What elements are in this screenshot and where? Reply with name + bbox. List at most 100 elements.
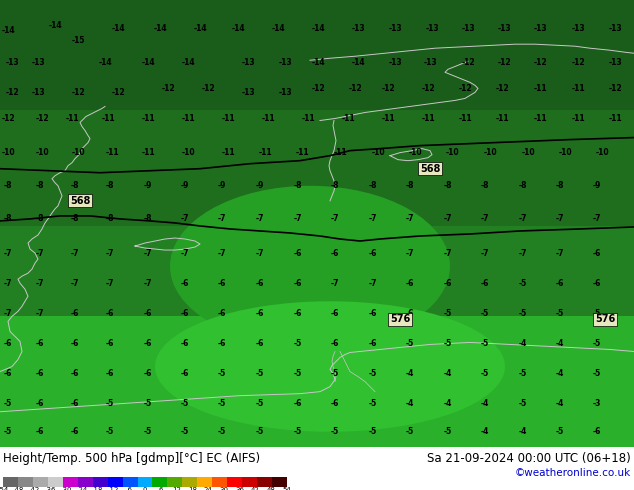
Text: -12: -12: [5, 88, 19, 97]
Text: -5: -5: [519, 309, 527, 318]
Text: -11: -11: [101, 114, 115, 123]
Text: -13: -13: [608, 58, 622, 67]
Text: -14: -14: [311, 24, 325, 33]
Text: -7: -7: [217, 215, 226, 223]
Text: -5: -5: [181, 399, 189, 408]
Text: -4: -4: [481, 427, 489, 436]
Text: -5: -5: [256, 369, 264, 378]
Text: -5: -5: [519, 369, 527, 378]
Text: -7: -7: [406, 215, 414, 223]
Text: -8: -8: [106, 215, 114, 223]
Text: -10: -10: [558, 148, 572, 157]
Bar: [18, 477, 33, 487]
Text: -54: -54: [0, 488, 9, 490]
Text: -12: -12: [495, 84, 509, 93]
Text: -8: -8: [144, 215, 152, 223]
Text: -8: -8: [4, 215, 12, 223]
Text: -7: -7: [36, 279, 44, 288]
Text: -5: -5: [444, 427, 452, 436]
Text: -11: -11: [105, 148, 119, 157]
Text: -13: -13: [388, 24, 402, 33]
Text: -3: -3: [593, 399, 601, 408]
Text: -7: -7: [294, 215, 302, 223]
Text: -7: -7: [519, 248, 527, 258]
Text: -7: -7: [106, 248, 114, 258]
Text: -7: -7: [217, 248, 226, 258]
Text: -13: -13: [31, 58, 45, 67]
Text: -11: -11: [141, 114, 155, 123]
Text: -13: -13: [461, 24, 475, 33]
Text: -5: -5: [519, 399, 527, 408]
Text: -4: -4: [444, 399, 452, 408]
Text: -6: -6: [331, 248, 339, 258]
Text: -6: -6: [444, 279, 452, 288]
Text: -6: -6: [218, 279, 226, 288]
Text: -6: -6: [331, 309, 339, 318]
Text: -4: -4: [519, 427, 527, 436]
Text: -5: -5: [4, 399, 12, 408]
Text: -12: -12: [108, 488, 119, 490]
Text: -13: -13: [608, 24, 622, 33]
Text: -11: -11: [221, 114, 235, 123]
Text: -14: -14: [1, 25, 15, 35]
Text: -8: -8: [36, 181, 44, 190]
Text: -8: -8: [36, 215, 44, 223]
Text: -8: -8: [4, 181, 12, 190]
Bar: [227, 477, 242, 487]
Text: -13: -13: [533, 24, 547, 33]
Text: -14: -14: [153, 24, 167, 33]
Text: -30: -30: [60, 488, 72, 490]
Text: -14: -14: [351, 58, 365, 67]
Bar: [0, 317, 634, 447]
Text: -12: -12: [71, 88, 85, 97]
Text: -10: -10: [36, 148, 49, 157]
Text: -6: -6: [71, 427, 79, 436]
Text: -10: -10: [408, 148, 422, 157]
Text: -10: -10: [371, 148, 385, 157]
Text: -6: -6: [181, 279, 189, 288]
Text: -7: -7: [444, 215, 452, 223]
Text: -7: -7: [4, 309, 12, 318]
Bar: [108, 477, 122, 487]
Bar: [212, 477, 227, 487]
Text: -5: -5: [406, 427, 414, 436]
Text: -5: -5: [556, 309, 564, 318]
Bar: [48, 477, 63, 487]
Text: 6: 6: [158, 488, 163, 490]
Text: -7: -7: [36, 309, 44, 318]
Text: Sa 21-09-2024 00:00 UTC (06+18): Sa 21-09-2024 00:00 UTC (06+18): [427, 452, 631, 465]
Text: -6: -6: [256, 339, 264, 348]
Text: -13: -13: [423, 58, 437, 67]
Text: -12: -12: [497, 58, 511, 67]
Text: -4: -4: [444, 369, 452, 378]
Text: -12: -12: [461, 58, 475, 67]
Text: 42: 42: [251, 488, 260, 490]
Text: 12: 12: [172, 488, 181, 490]
Bar: [78, 477, 93, 487]
Text: 24: 24: [204, 488, 212, 490]
Text: -9: -9: [256, 181, 264, 190]
Text: -15: -15: [71, 36, 85, 45]
Bar: [0, 110, 634, 226]
Text: ©weatheronline.co.uk: ©weatheronline.co.uk: [515, 468, 631, 478]
Text: -11: -11: [261, 114, 275, 123]
Text: -11: -11: [495, 114, 509, 123]
Text: -5: -5: [106, 399, 114, 408]
Text: 36: 36: [235, 488, 244, 490]
Text: -5: -5: [218, 369, 226, 378]
Text: -7: -7: [256, 215, 264, 223]
Text: -7: -7: [406, 248, 414, 258]
Text: -6: -6: [181, 309, 189, 318]
Text: -7: -7: [593, 215, 601, 223]
Text: -11: -11: [571, 114, 585, 123]
Bar: [0, 226, 634, 317]
Bar: [3, 477, 18, 487]
Text: -5: -5: [481, 369, 489, 378]
Text: -6: -6: [218, 339, 226, 348]
Text: -6: -6: [481, 279, 489, 288]
Text: -11: -11: [258, 148, 272, 157]
Text: -9: -9: [181, 181, 189, 190]
Text: -5: -5: [218, 427, 226, 436]
Text: -8: -8: [519, 181, 527, 190]
Text: -6: -6: [556, 279, 564, 288]
